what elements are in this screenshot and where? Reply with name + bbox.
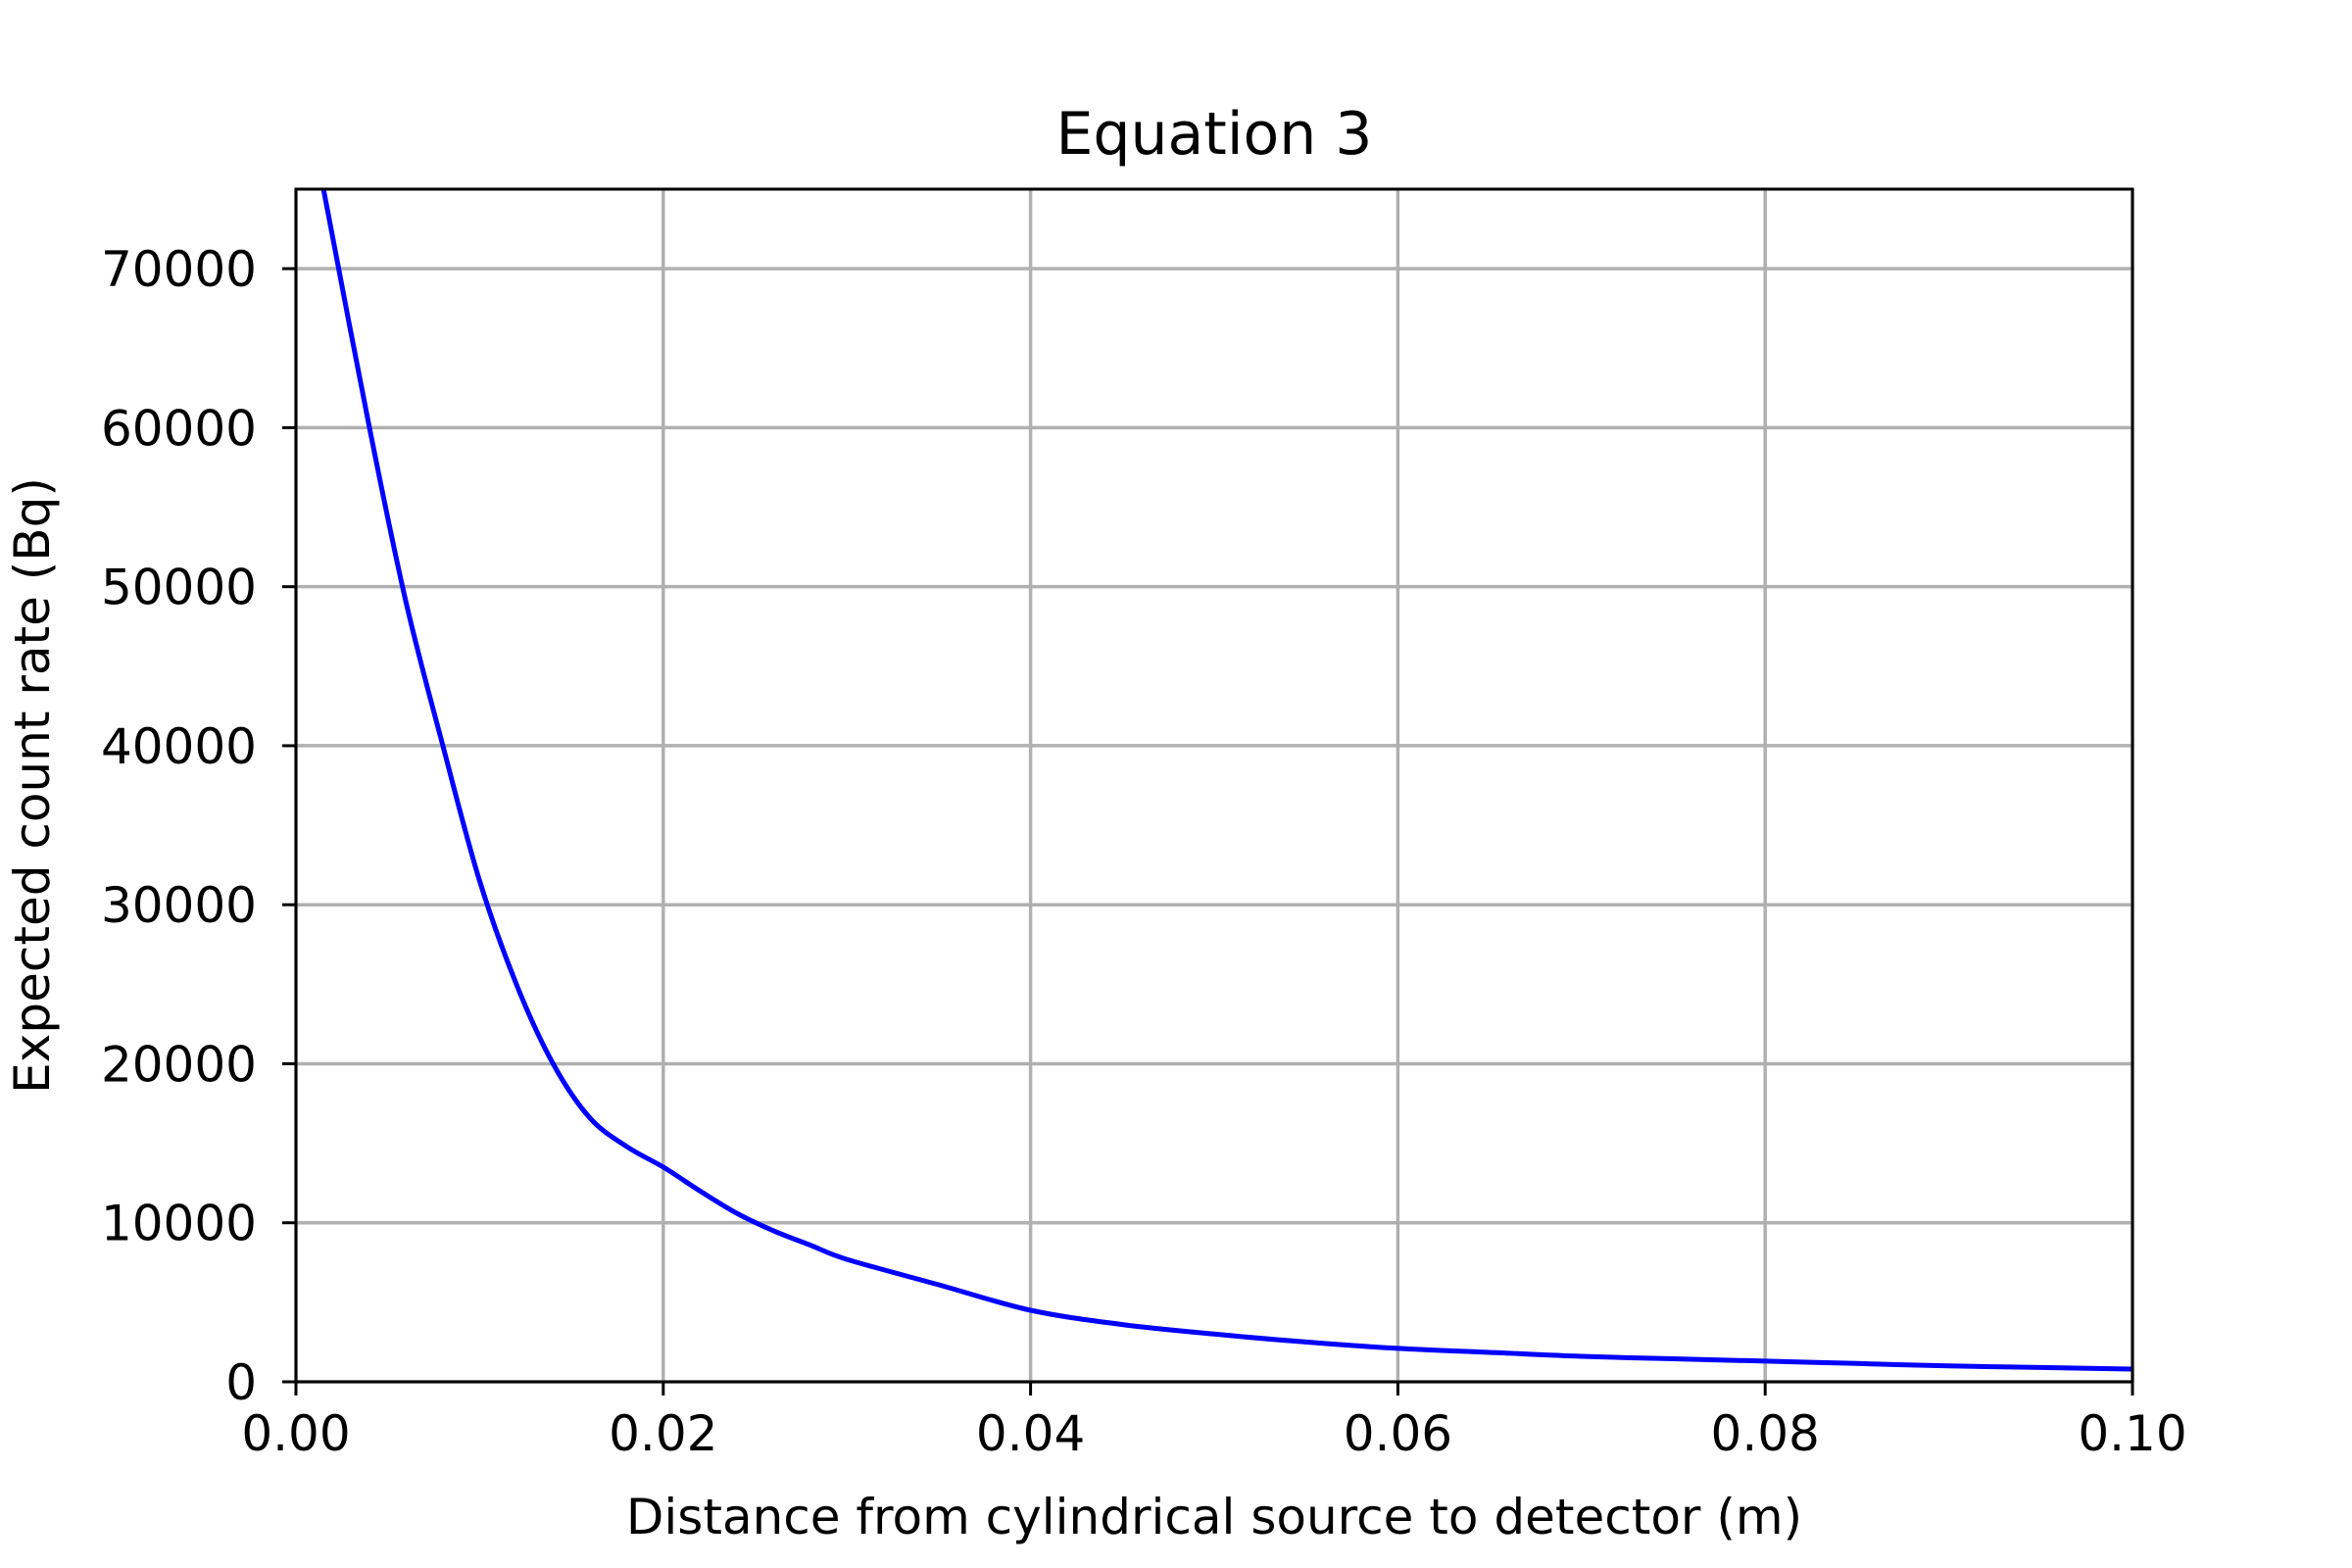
grid — [294, 189, 2134, 1384]
chart-title: Equation 3 — [1056, 100, 1373, 169]
x-tick-label: 0.04 — [976, 1405, 1085, 1462]
y-tick-label: 0 — [225, 1354, 257, 1411]
x-axis-title: Distance from cylindrical source to dete… — [626, 1489, 1802, 1545]
y-tick-label: 40000 — [101, 718, 257, 775]
y-tick-label: 10000 — [101, 1196, 257, 1252]
y-axis-title: Expected count rate (Bq) — [4, 477, 61, 1094]
x-tick-label: 0.00 — [241, 1405, 350, 1462]
y-tick-label: 30000 — [101, 877, 257, 934]
plot-frame — [294, 187, 2134, 1384]
series-layer — [320, 188, 2133, 1372]
y-tick-label: 50000 — [101, 560, 257, 616]
x-tick-label: 0.10 — [2078, 1405, 2186, 1462]
y-tick-label: 20000 — [101, 1036, 257, 1093]
x-tick-label: 0.02 — [609, 1405, 717, 1462]
ticks: 0.00 0.02 0.04 0.06 0.08 0.10 0 10000 20000 30000… — [101, 241, 2187, 1462]
y-tick-label: 70000 — [101, 241, 257, 298]
x-tick-label: 0.08 — [1711, 1405, 1820, 1462]
y-tick-label: 60000 — [101, 400, 257, 457]
series-line — [320, 188, 2133, 1372]
x-tick-label: 0.06 — [1344, 1405, 1452, 1462]
